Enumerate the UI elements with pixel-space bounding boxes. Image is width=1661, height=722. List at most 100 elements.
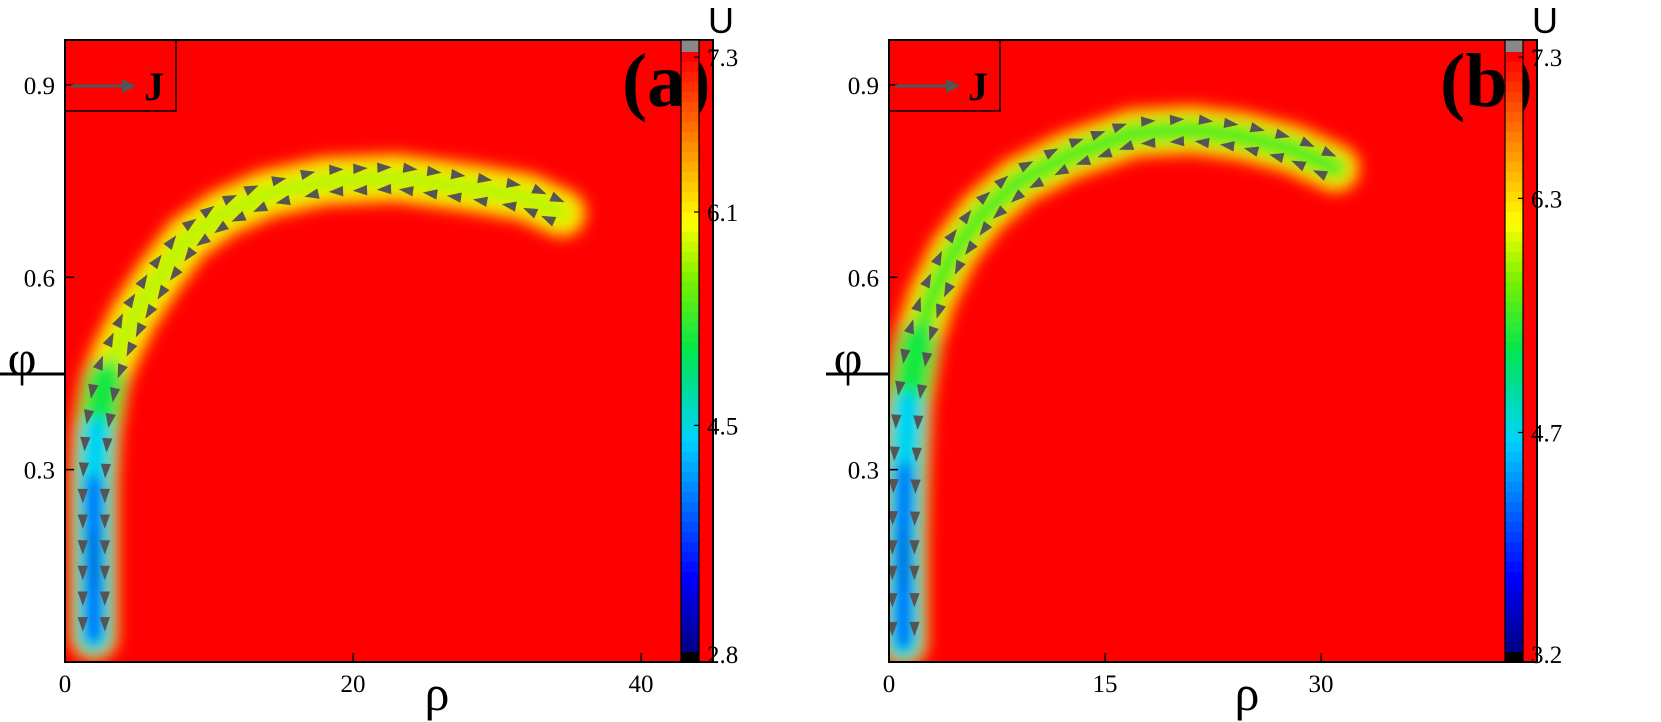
colorbar-band	[681, 132, 699, 143]
legend-a: J	[64, 39, 177, 112]
current-arrow	[243, 185, 259, 196]
colorbar-band	[1505, 622, 1523, 633]
current-arrow	[541, 215, 557, 227]
current-arrow	[1194, 137, 1210, 149]
colorbar-band	[1505, 532, 1523, 543]
current-arrow	[909, 511, 921, 526]
current-arrow	[920, 273, 932, 289]
colorbar-band	[1505, 232, 1523, 243]
colorbar-band	[681, 642, 699, 653]
current-arrow	[889, 478, 899, 494]
colorbar-band	[681, 502, 699, 513]
colorbar-band	[681, 252, 699, 263]
colorbar-band	[1505, 172, 1523, 183]
current-arrow	[1198, 114, 1214, 125]
current-arrow	[944, 229, 957, 244]
x-axis-title-b: ρ	[1235, 665, 1260, 721]
colorbar-band	[1505, 262, 1523, 273]
colorbar-band	[1505, 292, 1523, 303]
plot-frame-a	[64, 39, 714, 663]
current-arrow	[904, 319, 914, 335]
x-tick-label: 40	[629, 671, 654, 698]
colorbar-band	[1505, 452, 1523, 463]
plot-frame-b	[888, 39, 1538, 663]
colorbar-band	[681, 492, 699, 503]
colorbar-band	[1505, 312, 1523, 323]
colorbar-band	[1505, 242, 1523, 253]
current-arrow	[965, 240, 978, 255]
current-arrow	[271, 176, 287, 187]
current-arrow	[422, 189, 438, 200]
colorbar-top-cap	[1505, 40, 1523, 52]
current-arrow	[954, 259, 966, 275]
current-arrow	[1140, 137, 1156, 148]
current-arrow	[889, 565, 898, 581]
current-arrow	[1243, 146, 1260, 157]
current-arrow	[549, 191, 565, 203]
current-arrow	[1223, 117, 1239, 128]
current-arrow	[398, 186, 414, 197]
colorbar-band	[681, 332, 699, 343]
colorbar-band	[1505, 142, 1523, 153]
colorbar-band	[681, 622, 699, 633]
colorbar-band	[681, 312, 699, 323]
current-arrow	[450, 169, 466, 180]
colorbar-band	[1505, 402, 1523, 413]
current-arrow	[917, 384, 928, 400]
colorbar-band	[681, 412, 699, 423]
colorbar-band	[1505, 542, 1523, 553]
current-arrow	[900, 348, 911, 364]
colorbar-band	[681, 552, 699, 563]
colorbar-band	[1505, 62, 1523, 73]
y-tick-label: 0.3	[848, 458, 879, 485]
colorbar-band	[1505, 502, 1523, 513]
current-arrow	[1321, 146, 1337, 157]
current-arrow	[77, 514, 88, 529]
colorbar-band	[681, 212, 699, 223]
current-arrow	[1169, 136, 1185, 147]
colorbar-band	[681, 152, 699, 163]
current-arrow	[1075, 155, 1092, 165]
current-arrow	[149, 254, 162, 270]
current-arrow	[1219, 141, 1235, 152]
colorbar-band	[1505, 422, 1523, 433]
current-arrow	[99, 488, 110, 504]
colorbar-band	[681, 92, 699, 103]
axis-ticks-b: 0 15 30 0.3 0.6 0.9	[848, 73, 1334, 698]
colorbar-band	[681, 522, 699, 533]
current-arrow	[99, 591, 110, 606]
current-arrow	[928, 325, 939, 342]
colorbar-band	[681, 342, 699, 353]
colorbar-band	[681, 52, 699, 63]
colorbar-band	[681, 512, 699, 523]
colorbar-band	[1505, 212, 1523, 223]
colorbar-tick-label: 7.3	[707, 45, 738, 72]
current-arrow	[105, 413, 116, 428]
current-arrow	[157, 284, 170, 300]
x-tick-label: 30	[1309, 671, 1334, 698]
current-arrow	[78, 462, 90, 477]
x-tick-label: 20	[341, 671, 366, 698]
current-arrow	[231, 211, 247, 222]
colorbar-band	[1505, 412, 1523, 423]
colorbar-band	[1505, 462, 1523, 473]
colorbar-band	[681, 262, 699, 273]
current-arrow	[353, 163, 368, 174]
legend-b: J	[888, 39, 1001, 112]
colorbar-band	[681, 362, 699, 373]
colorbar-band	[681, 432, 699, 443]
current-arrow	[1140, 116, 1156, 127]
colorbar-band	[1505, 472, 1523, 483]
colorbar-tick-label: 6.1	[707, 200, 738, 227]
legend-label-a: J	[144, 64, 164, 109]
current-arrow	[889, 540, 898, 555]
colorbar-band	[1505, 192, 1523, 203]
y-axis-title-a: φ	[8, 330, 37, 386]
colorbar-tick-label: 4.5	[707, 413, 738, 440]
current-arrow	[300, 169, 316, 180]
colorbar-band	[1505, 362, 1523, 373]
colorbar-band	[681, 122, 699, 133]
colorbar-band	[681, 62, 699, 73]
colorbar-band	[681, 462, 699, 473]
